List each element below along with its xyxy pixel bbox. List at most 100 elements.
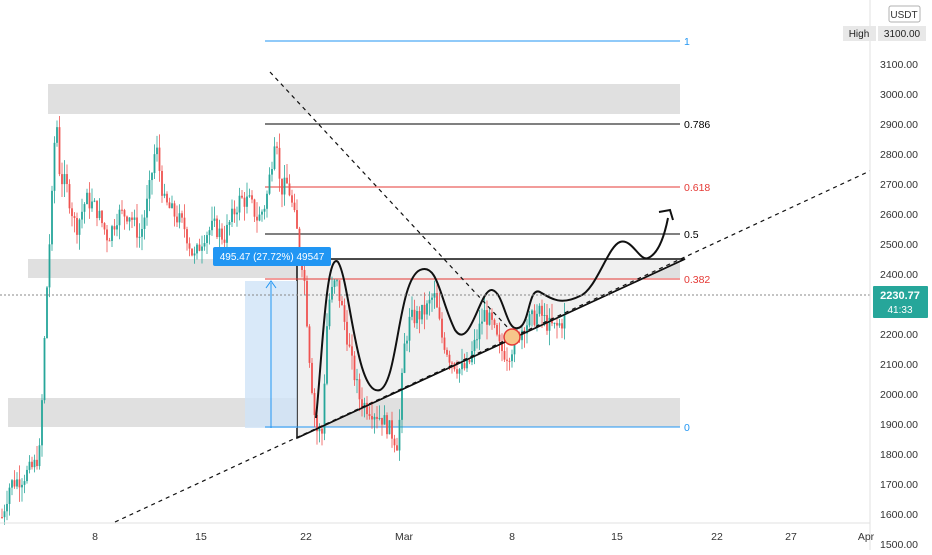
candle-body: [286, 177, 288, 184]
candle-body: [536, 313, 538, 325]
candle-body: [336, 280, 338, 282]
candle-body: [173, 203, 176, 217]
candle-body: [438, 307, 441, 319]
candle-body: [398, 419, 401, 451]
candle-body: [241, 195, 243, 198]
candle-body: [91, 201, 93, 209]
candle-body: [176, 216, 178, 223]
candle-body: [288, 183, 291, 196]
candle-body: [533, 310, 536, 325]
candle-body: [506, 359, 508, 361]
candle-body: [331, 286, 333, 300]
candle-body: [168, 202, 171, 209]
candle-body: [338, 280, 341, 301]
price-tick-label: 1500.00: [880, 539, 918, 550]
time-tick-label: 15: [195, 531, 207, 543]
candle-body: [203, 243, 206, 247]
candle-body: [418, 311, 421, 320]
candle-body: [421, 304, 423, 320]
candle-body: [156, 147, 158, 155]
candle-body: [133, 217, 136, 220]
candle-body: [521, 330, 523, 341]
triangle-support-line: [296, 258, 686, 439]
candle-body: [3, 511, 6, 518]
candle-body: [361, 399, 363, 408]
candle-body: [396, 445, 398, 451]
candle-body: [488, 312, 491, 325]
candle-body: [443, 337, 446, 350]
candle-body: [196, 244, 198, 254]
candle-body: [28, 461, 31, 470]
candle-body: [131, 217, 133, 220]
candle-body: [26, 469, 28, 482]
price-axis: 1500.00 1600.00 1700.00 1800.00 1900.00 2000.…: [869, 0, 932, 551]
candle-body: [401, 372, 403, 420]
candle-body: [73, 216, 76, 218]
current-price: 2230.77: [880, 290, 920, 302]
candle-body: [408, 316, 411, 341]
candle-body: [103, 223, 106, 230]
candle-body: [311, 362, 313, 393]
candle-body: [43, 337, 46, 401]
candle-body: [458, 369, 461, 374]
candle-body: [321, 428, 323, 434]
current-price-badge: 2230.77 41:33: [873, 286, 928, 318]
candle-body: [456, 369, 458, 374]
candle-body: [376, 416, 378, 419]
candle-body: [543, 315, 546, 317]
candle-body: [141, 228, 143, 237]
candle-body: [16, 479, 18, 487]
candle-body: [113, 226, 116, 230]
candle-body: [206, 235, 208, 244]
candle-body: [256, 216, 258, 221]
candle-body: [346, 321, 348, 345]
candle-body: [428, 299, 431, 304]
candle-body: [178, 213, 181, 223]
candle-body: [223, 239, 226, 243]
candle-body: [88, 192, 91, 209]
candle-body: [298, 228, 301, 252]
candle-body: [511, 354, 513, 362]
candle-body: [108, 240, 111, 242]
candle-body: [151, 173, 153, 181]
fib-label: 0.5: [684, 229, 699, 241]
high-price: 3100.00: [884, 29, 921, 40]
candle-body: [468, 359, 471, 363]
fib-label: 1: [684, 36, 690, 48]
candle-body: [218, 228, 221, 238]
candle-body: [143, 217, 146, 229]
measure-label: 495.47 (27.72%) 49547: [213, 247, 331, 266]
candle-body: [343, 305, 346, 322]
candle-body: [538, 305, 541, 314]
countdown: 41:33: [887, 305, 912, 316]
candle-body: [83, 204, 86, 212]
candle-body: [231, 208, 233, 223]
candle-body: [486, 310, 488, 325]
candle-body: [293, 202, 296, 211]
candle-body: [496, 324, 498, 335]
candle-body: [61, 174, 63, 185]
high-marker: High 3100.00: [843, 26, 926, 41]
candle-body: [171, 203, 173, 209]
candle-body: [123, 210, 126, 217]
candle-body: [393, 438, 396, 446]
time-tick-label: 22: [711, 531, 723, 543]
candle-body: [498, 334, 501, 342]
candle-body: [1, 517, 3, 518]
candle-body: [553, 322, 556, 324]
measure-label-bg: [213, 247, 331, 266]
candle-body: [278, 147, 281, 179]
candle-body: [31, 461, 33, 468]
current-price-bg: [873, 286, 928, 318]
candle-body: [316, 415, 318, 432]
candle-body: [383, 415, 386, 425]
fib-label: 0.618: [684, 182, 710, 194]
price-tick-label: 3100.00: [880, 59, 918, 71]
candle-body: [186, 229, 188, 244]
candle-body: [426, 303, 428, 315]
time-axis: 8 15 22 Mar 8 15 22 27 Apr: [0, 522, 875, 543]
candle-body: [243, 197, 246, 207]
candle-body: [138, 236, 141, 238]
candle-body: [296, 210, 298, 229]
